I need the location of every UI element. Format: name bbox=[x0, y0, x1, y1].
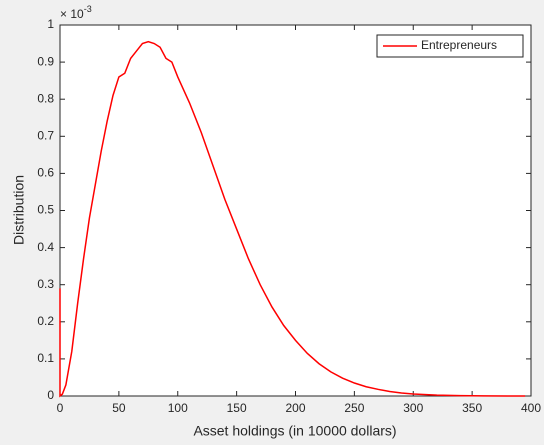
x-tick-label: 100 bbox=[168, 401, 188, 415]
y-tick-label: 0.9 bbox=[37, 54, 54, 68]
data-line bbox=[59, 40, 526, 398]
x-tick-label: 200 bbox=[285, 401, 305, 415]
legend-label: Entrepreneurs bbox=[421, 38, 497, 52]
legend-box bbox=[376, 34, 524, 58]
y-tick-label: 0.6 bbox=[37, 166, 54, 180]
y-tick-label: 0.2 bbox=[37, 314, 54, 328]
y-multiplier: × 10-3 bbox=[60, 4, 92, 21]
x-tick-label: 0 bbox=[57, 401, 64, 415]
y-tick-label: 0.3 bbox=[37, 277, 54, 291]
x-tick-label: 350 bbox=[462, 401, 482, 415]
y-tick-label: 0.4 bbox=[37, 240, 54, 254]
plot-area bbox=[60, 25, 531, 396]
x-tick-label: 300 bbox=[403, 401, 423, 415]
y-tick-label: 0.8 bbox=[37, 91, 54, 105]
x-tick-label: 250 bbox=[344, 401, 364, 415]
y-tick-label: 0.5 bbox=[37, 203, 54, 217]
x-tick-label: 50 bbox=[112, 401, 126, 415]
y-tick-label: 1 bbox=[47, 17, 54, 31]
y-tick-label: 0 bbox=[47, 388, 54, 402]
y-multiplier-exponent: -3 bbox=[84, 4, 92, 14]
y-tick-label: 0.1 bbox=[37, 351, 54, 365]
x-axis-label: Asset holdings (in 10000 dollars) bbox=[193, 423, 396, 439]
axes-box bbox=[59, 24, 532, 397]
y-multiplier-base: × 10 bbox=[60, 7, 84, 21]
y-tick-label: 0.7 bbox=[37, 128, 54, 142]
x-tick-label: 400 bbox=[521, 401, 541, 415]
x-tick-label: 150 bbox=[227, 401, 247, 415]
y-axis-label: Distribution bbox=[11, 175, 27, 245]
